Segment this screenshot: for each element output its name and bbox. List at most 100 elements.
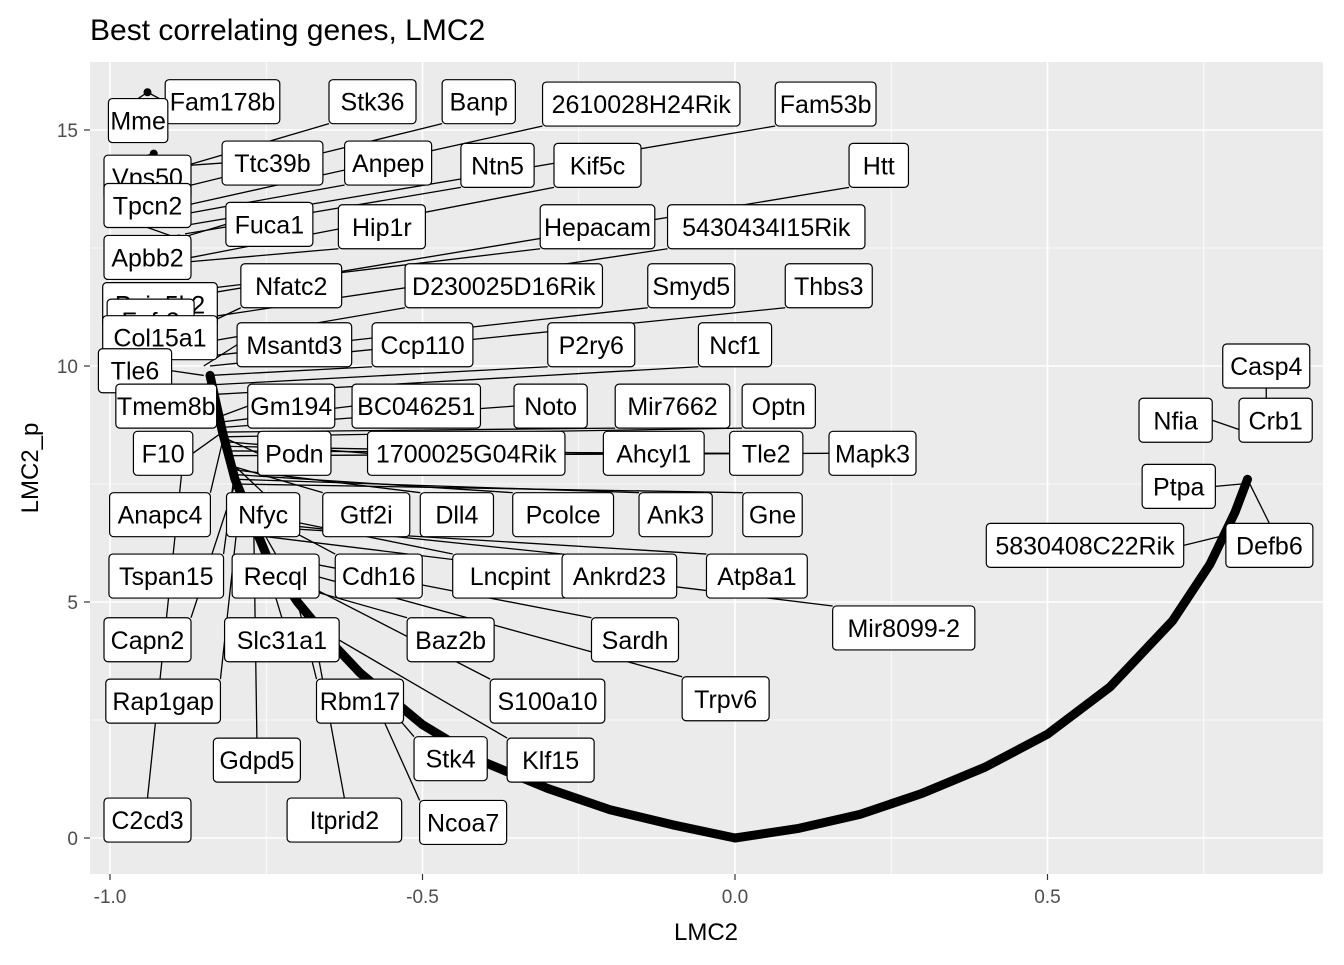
gene-label: Fam53b (774, 81, 877, 127)
gene-label-box (828, 430, 917, 476)
gene-label: Ptpa (1141, 463, 1216, 509)
gene-label-text: Dll4 (435, 502, 478, 530)
gene-label-text: Ntn5 (471, 152, 524, 180)
gene-label-box (590, 617, 680, 663)
gene-label-box (236, 322, 353, 368)
gene-label: Ncoa7 (419, 799, 508, 846)
gene-label-box (681, 676, 770, 722)
gene-label-box (247, 383, 336, 429)
gene-labels: Fam178b Stk36 Banp 2610028H24Rik Fam53b Mme Tt… (97, 79, 1314, 846)
gene-label-text: Tpcn2 (113, 193, 182, 221)
gene-label: Ahcyl1 (602, 430, 705, 476)
gene-label: Tpcn2 (103, 182, 192, 229)
gene-label: P2ry6 (547, 322, 636, 368)
y-tick-label: 5 (67, 593, 78, 614)
gene-label-box (108, 553, 225, 599)
gene-label-text: Gtf2i (340, 502, 393, 530)
gene-label-text: Fuca1 (235, 211, 304, 239)
gene-label-box (506, 737, 595, 783)
gene-label-text: Baz2b (415, 627, 486, 655)
gene-label-box (741, 383, 816, 429)
gene-label-text: Slc31a1 (237, 627, 327, 655)
gene-label-box (441, 79, 516, 125)
gene-label-box (705, 553, 808, 599)
gene-label-text: Gne (749, 502, 796, 530)
gene-label-box (985, 522, 1185, 568)
gene-label: Recql (231, 553, 320, 599)
gene-label-box (212, 737, 301, 783)
gene-label-text: C2cd3 (111, 807, 183, 835)
gene-label-box (286, 797, 403, 843)
gene-label: Hip1r (337, 204, 426, 250)
gene-label: Fuca1 (225, 201, 314, 247)
gene-label-box (413, 736, 488, 782)
gene-label-text: Gdpd5 (219, 747, 294, 775)
gene-label: Kif5c (553, 142, 642, 188)
gene-label-text: Fam53b (780, 91, 872, 119)
gene-label-text: Atp8a1 (717, 563, 796, 591)
gene-label-text: Ankrd23 (573, 563, 666, 591)
gene-label-box (371, 322, 474, 368)
gene-label-box (638, 492, 713, 538)
label-connector (216, 405, 248, 419)
gene-label-box (729, 430, 804, 476)
gene-label-text: 1700025G04Rik (376, 440, 557, 468)
gene-label-box (404, 263, 604, 309)
gene-label-text: Itprid2 (310, 807, 379, 835)
gene-label-text: Ahcyl1 (616, 440, 691, 468)
gene-label-box (328, 79, 417, 125)
gene-label-text: Sardh (602, 627, 669, 655)
gene-label-box (257, 430, 332, 476)
x-axis-title: LMC2 (674, 919, 738, 946)
gene-label-text: Msantd3 (246, 332, 342, 360)
gene-label-box (1225, 522, 1314, 568)
gene-label: Dll4 (419, 492, 495, 538)
gene-label: Casp4 (1222, 343, 1311, 389)
gene-label: Tmem8b (115, 383, 218, 429)
gene-label-text: Apbb2 (111, 244, 183, 272)
gene-label-box (115, 383, 218, 429)
gene-label-box (774, 81, 877, 127)
gene-label-box (344, 140, 433, 186)
curve-right-branch (730, 474, 1252, 843)
gene-label-text: F10 (142, 440, 185, 468)
gene-label-box (107, 97, 169, 144)
gene-label-box (666, 204, 866, 250)
gene-label: Stk4 (413, 736, 488, 782)
gene-label: Defb6 (1225, 522, 1314, 568)
gene-label: Mir8099-2 (832, 605, 976, 651)
label-connector (234, 478, 640, 494)
gene-label-box (366, 430, 566, 476)
gene-label-text: Ccp110 (380, 332, 464, 360)
gene-label-text: Podn (265, 440, 323, 468)
gene-label: Ankrd23 (561, 553, 678, 599)
gene-label-box (1138, 397, 1213, 443)
x-tick-label: -0.5 (406, 887, 439, 908)
gene-label-box (553, 142, 642, 188)
gene-label-box (547, 322, 636, 368)
gene-label-text: Nfatc2 (255, 273, 327, 301)
gene-label: Slc31a1 (223, 617, 340, 663)
gene-label: Atp8a1 (705, 553, 808, 599)
gene-label: Itprid2 (286, 797, 403, 843)
label-connector (1183, 535, 1223, 546)
gene-label-text: Tmem8b (117, 393, 216, 421)
gene-label-text: 5430434I15Rik (682, 214, 851, 242)
gene-label-box (602, 430, 705, 476)
gene-label-text: Ptpa (1153, 473, 1205, 501)
gene-label: Nfia (1138, 397, 1213, 443)
gene-label: Gtf2i (322, 492, 411, 538)
gene-label-text: Stk4 (426, 746, 476, 774)
gene-label-text: Cdh16 (342, 563, 416, 591)
gene-label-box (351, 383, 482, 429)
gene-label: D230025D16Rik (404, 263, 604, 309)
gene-label: Htt (848, 142, 910, 188)
gene-label-box (489, 678, 606, 724)
gene-label-box (832, 605, 976, 651)
gene-label: C2cd3 (103, 797, 192, 843)
gene-label: 2610028H24Rik (541, 81, 741, 127)
gene-label-text: D230025D16Rik (412, 273, 596, 301)
chart-title: Best correlating genes, LMC2 (90, 14, 485, 47)
y-tick-label: 10 (57, 357, 78, 378)
